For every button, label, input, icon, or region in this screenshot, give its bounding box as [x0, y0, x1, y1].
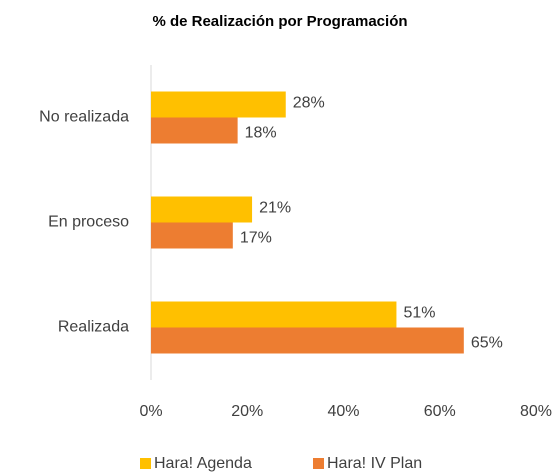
legend-swatch — [140, 458, 151, 469]
bar — [151, 327, 464, 354]
x-tick-label: 80% — [520, 403, 552, 420]
x-tick-label: 60% — [424, 403, 456, 420]
data-label: 21% — [259, 200, 291, 217]
data-label: 28% — [293, 95, 325, 112]
bar — [151, 222, 233, 249]
x-tick-label: 40% — [327, 403, 359, 420]
data-label: 18% — [245, 125, 277, 142]
x-tick-label: 0% — [139, 403, 162, 420]
data-label: 65% — [471, 335, 503, 352]
y-tick-label: En proceso — [48, 214, 129, 231]
bar — [151, 91, 286, 118]
y-tick-label: No realizada — [39, 109, 129, 126]
y-tick-label: Realizada — [58, 319, 129, 336]
bar — [151, 117, 238, 144]
data-label: 17% — [240, 230, 272, 247]
bar — [151, 301, 397, 328]
bar — [151, 196, 253, 223]
x-tick-label: 20% — [231, 403, 263, 420]
chart-title: % de Realización por Programación — [152, 13, 407, 30]
legend-swatch — [313, 458, 324, 469]
legend-label: Hara! IV Plan — [327, 455, 422, 472]
data-label: 51% — [403, 305, 435, 322]
legend-label: Hara! Agenda — [154, 455, 252, 472]
